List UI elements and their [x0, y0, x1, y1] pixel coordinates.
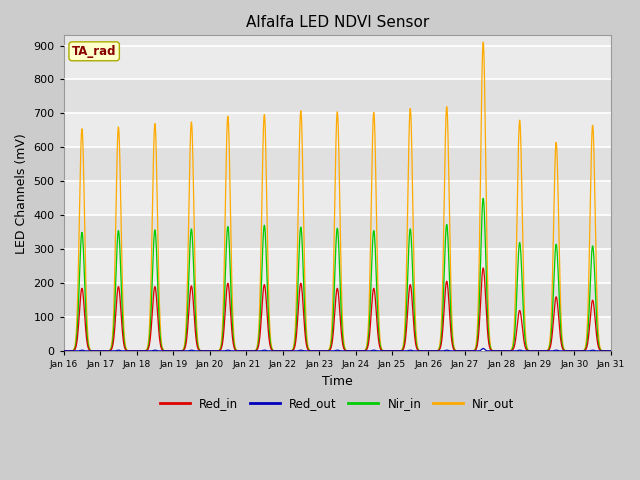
Bar: [64, 181, 611, 216]
X-axis label: Time: Time: [322, 375, 353, 388]
Bar: [64, 147, 611, 181]
Y-axis label: LED Channels (mV): LED Channels (mV): [15, 133, 28, 253]
Bar: [64, 283, 611, 317]
Bar: [64, 80, 611, 113]
Bar: [64, 46, 611, 80]
Title: Alfalfa LED NDVI Sensor: Alfalfa LED NDVI Sensor: [246, 15, 429, 30]
Legend: Red_in, Red_out, Nir_in, Nir_out: Red_in, Red_out, Nir_in, Nir_out: [156, 392, 519, 415]
Bar: [64, 216, 611, 249]
Bar: [64, 249, 611, 283]
Bar: [64, 317, 611, 351]
Bar: [64, 113, 611, 147]
Text: TA_rad: TA_rad: [72, 45, 116, 58]
